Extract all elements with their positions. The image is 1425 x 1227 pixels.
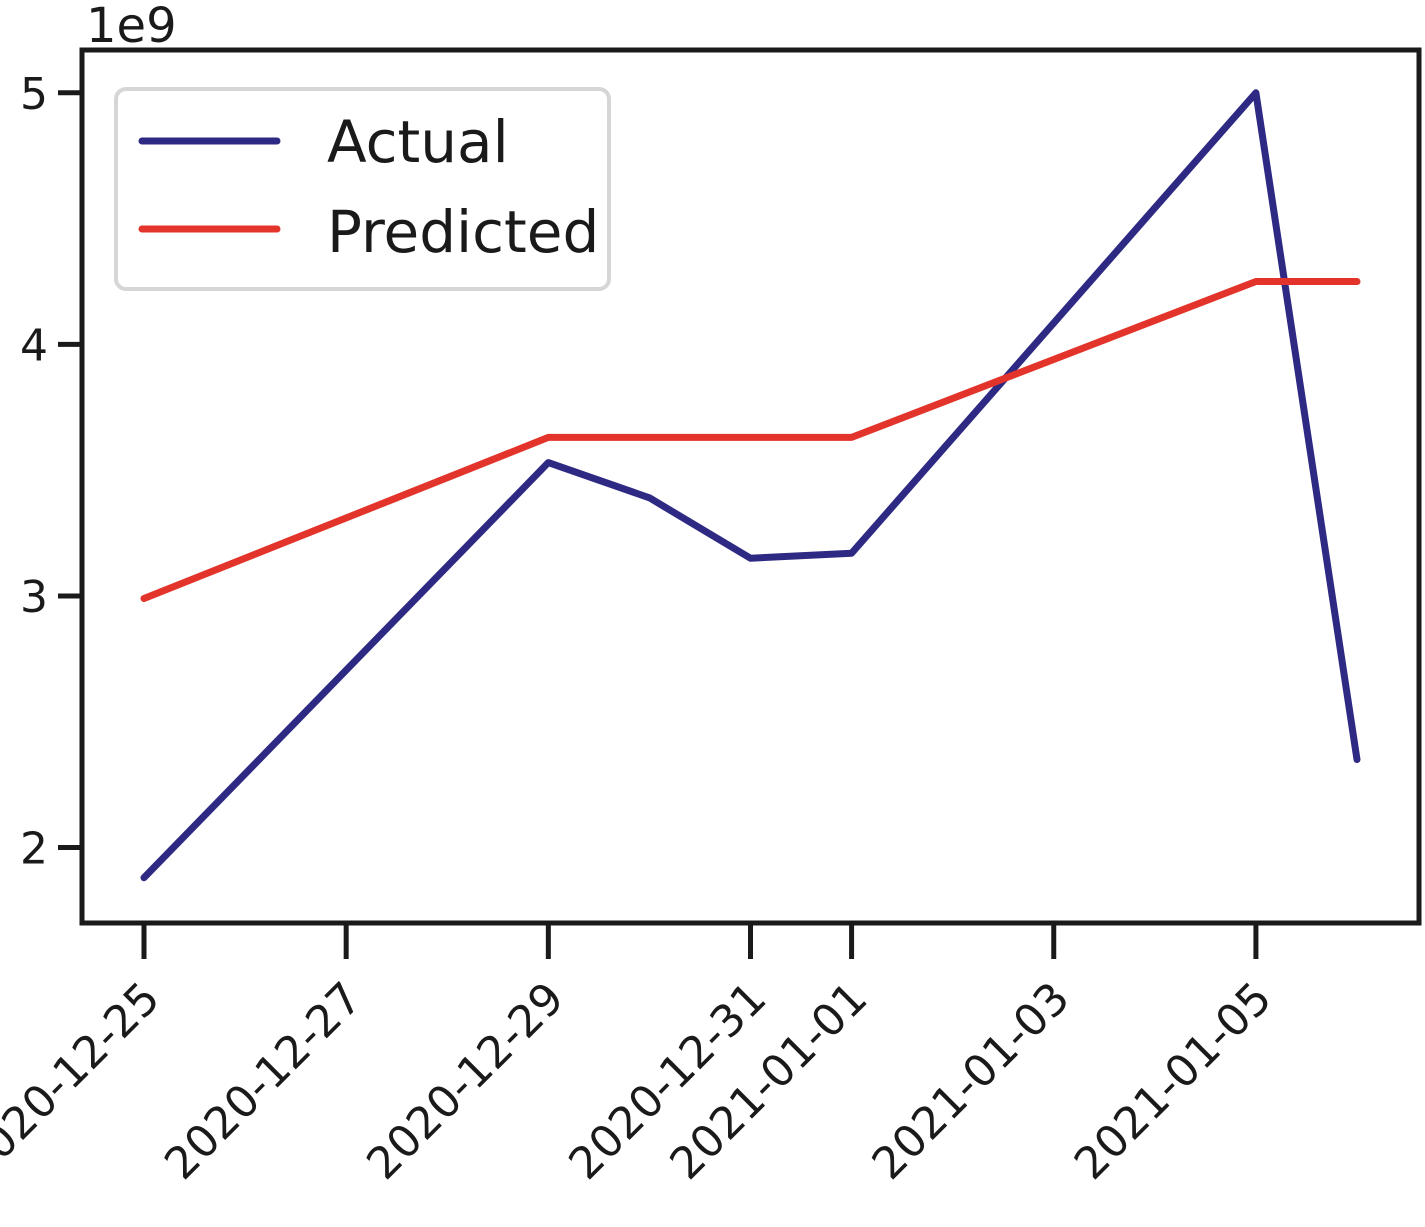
y-tick-label: 3	[20, 572, 48, 623]
x-tick-label: 2020-12-25	[0, 973, 170, 1190]
legend-label-predicted: Predicted	[327, 198, 599, 266]
y-tick-label: 2	[20, 824, 48, 875]
legend: Actual Predicted	[114, 87, 611, 291]
y-tick-label: 4	[20, 320, 48, 371]
x-tick-label: 2020-12-29	[357, 973, 574, 1190]
legend-label-actual: Actual	[327, 108, 509, 176]
series-layer	[140, 89, 1361, 882]
y-tick-label: 5	[20, 69, 48, 120]
y-offset-label: 1e9	[86, 0, 177, 54]
x-tick-label: 2020-12-27	[155, 973, 372, 1190]
y-axis: 2 3 4 5	[20, 69, 82, 875]
x-axis: 2020-12-252020-12-272020-12-292020-12-31…	[0, 923, 1282, 1190]
x-tick-label: 2021-01-05	[1065, 973, 1282, 1190]
x-tick-label: 2021-01-03	[863, 973, 1080, 1190]
